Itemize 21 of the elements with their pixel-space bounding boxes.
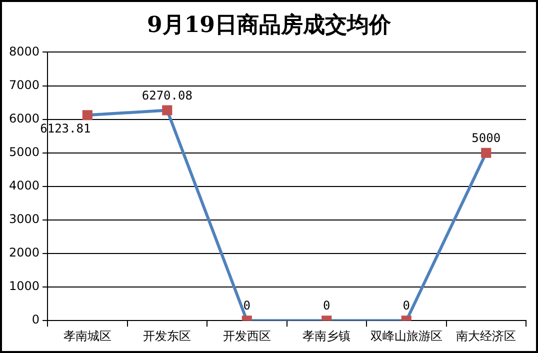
y-tick-label: 6000 — [8, 111, 40, 126]
y-tick-label: 4000 — [8, 178, 40, 193]
data-label: 5000 — [472, 130, 501, 145]
data-label: 0 — [323, 298, 330, 313]
y-tick-label: 5000 — [8, 144, 40, 159]
y-tick-label: 0 — [32, 312, 40, 327]
x-tick-label: 孝南城区 — [63, 328, 112, 343]
x-tick-label: 双峰山旅游区 — [370, 328, 442, 343]
data-label: 0 — [243, 298, 251, 313]
data-label: 0 — [402, 298, 410, 313]
y-tick-label: 7000 — [8, 78, 40, 92]
x-tick-label: 开发西区 — [222, 328, 271, 343]
y-tick-label: 2000 — [8, 246, 40, 260]
y-tick-label: 1000 — [8, 279, 40, 294]
x-tick-label: 开发东区 — [143, 328, 192, 343]
y-tick-label: 8000 — [8, 44, 40, 58]
y-tick-label: 3000 — [8, 212, 40, 226]
x-tick-label: 孝南乡镇 — [302, 328, 351, 343]
x-tick-label: 南大经济区 — [456, 328, 516, 343]
chart-title: 9月19日商品房成交均价 — [146, 11, 392, 40]
data-label: 6270.08 — [142, 88, 192, 102]
